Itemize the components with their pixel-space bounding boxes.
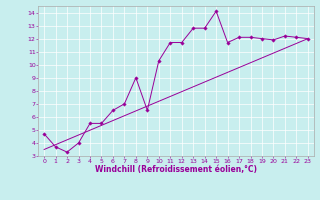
X-axis label: Windchill (Refroidissement éolien,°C): Windchill (Refroidissement éolien,°C) xyxy=(95,165,257,174)
